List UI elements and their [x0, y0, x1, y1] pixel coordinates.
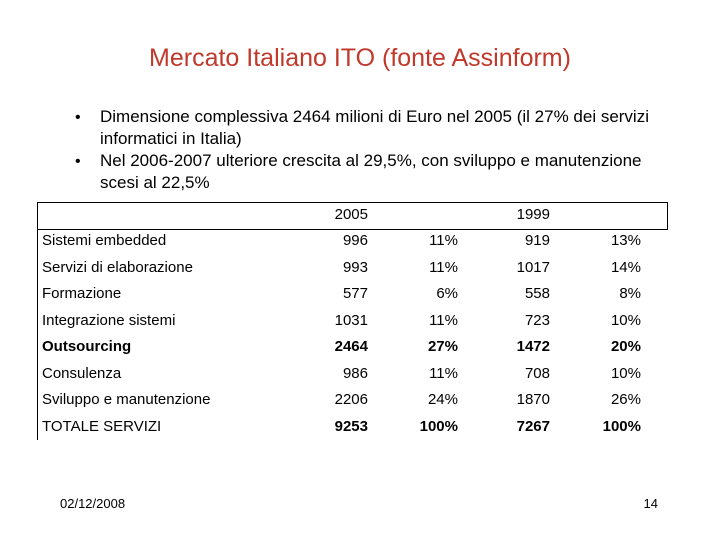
bullet-dot: • — [75, 109, 81, 126]
footer-date: 02/12/2008 — [60, 496, 126, 511]
row-label: Formazione — [42, 285, 122, 302]
bullet-dot: • — [75, 153, 81, 170]
table-cell: 10% — [610, 364, 641, 382]
table-cell: 20% — [610, 338, 641, 355]
slide-title: Mercato Italiano ITO (fonte Assinform) — [149, 44, 571, 72]
table-cell: 8% — [619, 285, 641, 302]
row-label: Outsourcing — [42, 338, 132, 355]
row-label: Sviluppo e manutenzione — [42, 391, 211, 408]
row-label: Sistemi embedded — [42, 232, 167, 249]
table-cell: 11% — [429, 311, 458, 329]
table-cell: 14% — [610, 258, 641, 276]
table-cell: 26% — [610, 391, 641, 408]
table-cell: 577 — [342, 285, 368, 302]
table-cell: 2206 — [334, 391, 368, 408]
table-cell: 919 — [524, 232, 550, 249]
table-cell: 2464 — [334, 338, 368, 355]
table-cell: 996 — [342, 232, 368, 249]
table-cell: 11% — [429, 364, 458, 382]
table-cell: 986 — [342, 364, 368, 382]
table-cell: 10% — [610, 311, 641, 329]
table-cell: 723 — [524, 311, 550, 329]
table-cell: 7267 — [516, 417, 550, 435]
table-cell: 993 — [342, 258, 368, 276]
table-cell: 1472 — [516, 338, 550, 355]
table-cell: 24% — [427, 391, 458, 408]
table-cell: 6% — [436, 285, 458, 302]
table-left-border — [37, 202, 38, 440]
table-cell: 100% — [419, 417, 458, 435]
table-cell: 11% — [429, 258, 458, 276]
table-cell: 100% — [602, 417, 641, 435]
column-header: 2005 — [334, 206, 368, 223]
table-cell: 11% — [429, 232, 458, 249]
table-cell: 1031 — [334, 311, 368, 329]
bullet-text: Nel 2006-2007 ulteriore crescita al 29,5… — [100, 151, 642, 192]
page-number: 14 — [643, 496, 658, 511]
table-cell: 1870 — [516, 391, 550, 408]
table-cell: 9253 — [334, 417, 368, 435]
data-table: 2005 1999 Sistemi embedded 996 11% 919 13% Serv… — [37, 202, 668, 440]
row-label: TOTALE SERVIZI — [42, 417, 162, 435]
table-cell: 708 — [524, 364, 550, 382]
table-cell: 13% — [610, 232, 641, 249]
row-label: Consulenza — [42, 364, 122, 382]
column-header: 1999 — [516, 206, 550, 223]
row-label: Integrazione sistemi — [42, 311, 176, 329]
table-cell: 1017 — [516, 258, 550, 276]
table-cell: 558 — [524, 285, 550, 302]
bullet-text: Dimensione complessiva 2464 milioni di E… — [100, 107, 649, 148]
row-label: Servizi di elaborazione — [42, 258, 193, 276]
table-cell: 27% — [427, 338, 458, 355]
